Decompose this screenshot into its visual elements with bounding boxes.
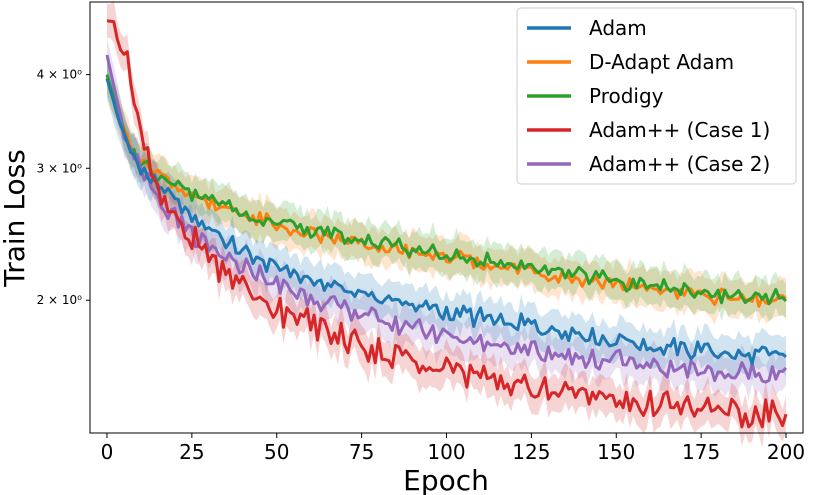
y-axis-ticks: 4 × 10⁰ 3 × 10⁰ 2 × 10⁰ [37,68,90,307]
y-tick-label-2: 2 × 10⁰ [37,293,83,307]
y-tick-label-0: 4 × 10⁰ [37,68,83,82]
x-axis-label: Epoch [403,464,489,495]
band-series-4 [107,37,786,402]
line-series-3 [106,19,788,429]
line-series-2 [105,74,788,306]
legend: Adam D-Adapt Adam Prodigy Adam++ (Case 1) Ad… [516,7,797,185]
x-tick-label-6: 150 [597,440,635,464]
legend-label-1: D-Adapt Adam [589,50,734,74]
legend-label-4: Adam++ (Case 2) [589,152,770,176]
series-lines [105,19,788,429]
x-axis-ticks: 0 25 50 75 100 125 150 175 200 [101,433,805,464]
x-tick-label-3: 75 [349,440,374,464]
x-tick-label-7: 175 [682,440,720,464]
legend-box [516,7,797,185]
line-series-4 [105,54,788,384]
y-axis-label: Train Loss [0,149,31,288]
x-tick-label-5: 125 [512,440,550,464]
x-tick-label-0: 0 [101,440,114,464]
line-series-0 [105,78,787,366]
legend-label-3: Adam++ (Case 1) [589,118,770,142]
x-tick-label-4: 100 [427,440,465,464]
band-series-0 [107,58,786,382]
x-tick-label-2: 50 [264,440,289,464]
x-tick-label-1: 25 [179,440,204,464]
legend-label-0: Adam [589,16,647,40]
x-tick-label-8: 200 [767,440,805,464]
legend-label-2: Prodigy [589,84,664,108]
y-tick-label-1: 3 × 10⁰ [37,161,83,175]
